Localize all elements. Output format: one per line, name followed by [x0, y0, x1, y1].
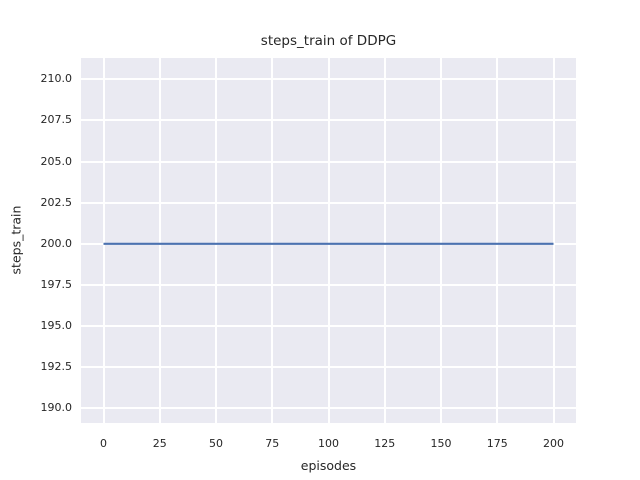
x-axis-label: episodes: [300, 458, 357, 473]
y-tick-label: 210.0: [40, 72, 73, 86]
y-tick-label: 197.5: [40, 277, 73, 291]
gridline-vertical: [158, 58, 161, 423]
y-tick-label: 200.0: [40, 236, 73, 250]
y-tick-label: 192.5: [40, 360, 73, 374]
y-tick-label: 195.0: [40, 318, 73, 332]
plot-area: [81, 58, 576, 423]
x-tick-label: 125: [374, 437, 396, 450]
y-tick-label: 205.0: [40, 154, 73, 168]
line-series-layer: [103, 242, 554, 245]
x-tick-label: 175: [486, 437, 508, 450]
chart-title: steps_train of DDPG: [260, 33, 397, 49]
y-tick-label: 190.0: [40, 401, 73, 415]
x-tick-label: 100: [318, 437, 339, 450]
gridline-vertical: [102, 58, 105, 423]
gridline-vertical: [552, 58, 555, 423]
x-tick-label: 50: [209, 437, 223, 450]
gridline-vertical: [327, 58, 330, 423]
gridline-vertical: [440, 58, 442, 423]
gridline-vertical: [496, 58, 499, 423]
x-tick-label: 75: [265, 437, 280, 450]
y-axis-label: steps_train: [8, 205, 24, 275]
x-tick-label: 0: [100, 437, 107, 450]
x-tick-label: 25: [152, 437, 167, 450]
x-tick-label: 150: [430, 437, 452, 450]
gridline-vertical: [383, 58, 386, 423]
gridline-vertical: [271, 58, 274, 423]
y-tick-label: 202.5: [40, 195, 73, 209]
y-tick-label: 207.5: [40, 113, 73, 127]
gridline-vertical: [215, 58, 217, 423]
x-tick-label: 200: [543, 437, 564, 450]
